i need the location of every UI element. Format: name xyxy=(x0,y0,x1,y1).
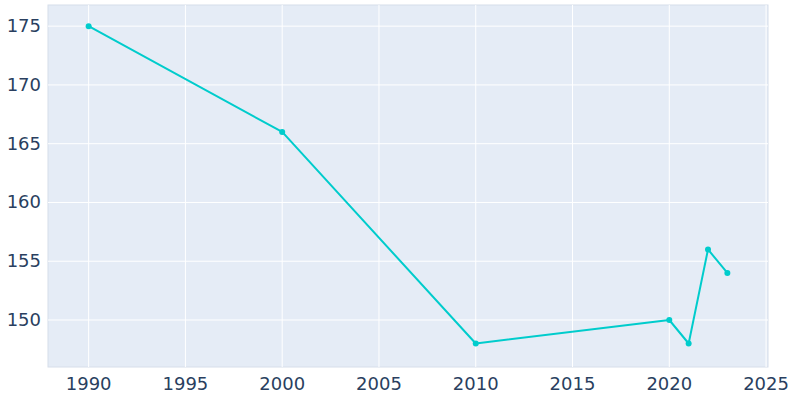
y-grid-line xyxy=(48,261,768,262)
x-tick-label: 2010 xyxy=(453,373,499,394)
x-tick-label: 2025 xyxy=(743,373,789,394)
x-tick-label: 2020 xyxy=(646,373,692,394)
x-tick-label: 2015 xyxy=(550,373,596,394)
data-group xyxy=(86,23,731,346)
x-tick-label: 1995 xyxy=(163,373,209,394)
x-grid-line xyxy=(282,5,283,367)
y-tick-label: 150 xyxy=(7,309,41,330)
y-tick-label: 175 xyxy=(7,15,41,36)
data-point xyxy=(666,317,672,323)
y-grid-line xyxy=(48,26,768,27)
y-tick-label: 155 xyxy=(7,250,41,271)
y-grid-line xyxy=(48,202,768,203)
x-grid-line xyxy=(88,5,89,367)
y-tick-label: 165 xyxy=(7,133,41,154)
data-point xyxy=(279,129,285,135)
data-point xyxy=(705,246,711,252)
chart: 1990 1995 2000 2005 2010 2015 2020 2025 150 155 16… xyxy=(0,0,800,400)
y-grid-line xyxy=(48,84,768,85)
data-point xyxy=(473,340,479,346)
data-point xyxy=(86,23,92,29)
x-grid-line xyxy=(669,5,670,367)
y-grid-line xyxy=(48,143,768,144)
x-grid-line xyxy=(572,5,573,367)
x-grid-line xyxy=(378,5,379,367)
x-grid-line xyxy=(766,5,767,367)
x-tick-label: 1990 xyxy=(66,373,112,394)
y-tick-label: 160 xyxy=(7,191,41,212)
data-line xyxy=(89,26,728,343)
x-tick-label: 2005 xyxy=(356,373,402,394)
x-grid-line xyxy=(185,5,186,367)
y-tick-label: 170 xyxy=(7,74,41,95)
plot-area xyxy=(48,5,768,367)
x-tick-label: 2000 xyxy=(259,373,305,394)
data-point xyxy=(724,270,730,276)
x-grid-line xyxy=(475,5,476,367)
data-point xyxy=(686,340,692,346)
